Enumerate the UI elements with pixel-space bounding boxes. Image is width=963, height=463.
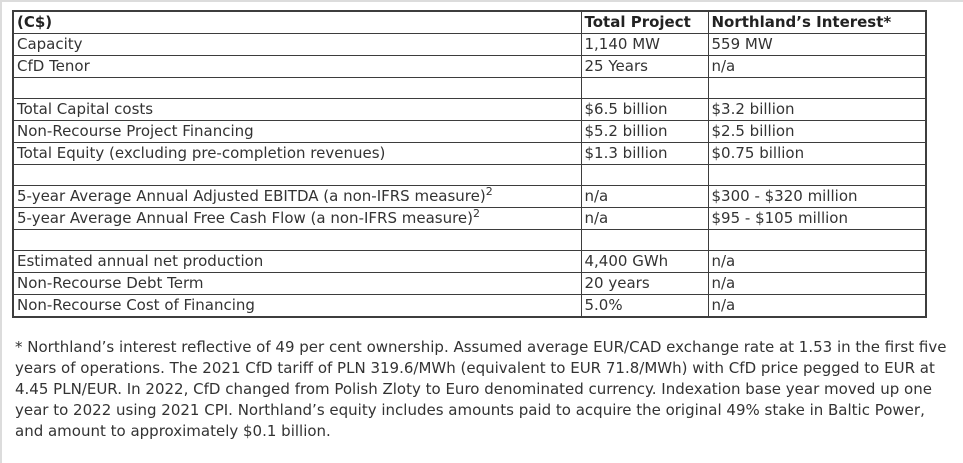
row-label: Non-Recourse Debt Term bbox=[12, 272, 582, 295]
total-project-value: $6.5 billion bbox=[580, 98, 709, 121]
total-project-value bbox=[580, 229, 709, 251]
footnote-ref-superscript: 2 bbox=[473, 207, 481, 220]
total-project-value: 1,140 MW bbox=[580, 33, 709, 56]
northland-interest-value: 559 MW bbox=[707, 33, 927, 56]
total-project-value: $1.3 billion bbox=[580, 142, 709, 165]
header-currency: (C$) bbox=[12, 10, 582, 34]
row-label: Total Equity (excluding pre-completion r… bbox=[12, 142, 582, 165]
row-label bbox=[12, 77, 582, 99]
total-project-value bbox=[580, 77, 709, 99]
row-label: Non-Recourse Cost of Financing bbox=[12, 294, 582, 318]
table-row: Non-Recourse Project Financing $5.2 billi… bbox=[12, 120, 927, 143]
financial-table-header: (C$) Total Project Northland’s Interest* bbox=[12, 10, 927, 34]
table-row: Total Capital costs $6.5 billion $3.2 bill… bbox=[12, 98, 927, 121]
footnote-ref-superscript: 2 bbox=[485, 185, 493, 198]
northland-interest-value bbox=[707, 77, 927, 99]
financial-table-body: Capacity 1,140 MW 559 MW CfD Tenor 25 Years n… bbox=[12, 33, 927, 318]
spacer-row bbox=[12, 229, 927, 251]
spacer-row bbox=[12, 77, 927, 99]
table-row: 5-year Average Annual Adjusted EBITDA (a… bbox=[12, 185, 927, 208]
total-project-value: 5.0% bbox=[580, 294, 709, 318]
header-total-project: Total Project bbox=[580, 10, 709, 34]
table-row: CfD Tenor 25 Years n/a bbox=[12, 55, 927, 78]
northland-interest-value bbox=[707, 229, 927, 251]
total-project-value: $5.2 billion bbox=[580, 120, 709, 143]
table-row: Estimated annual net production 4,400 GWh… bbox=[12, 250, 927, 273]
spacer-row bbox=[12, 164, 927, 186]
table-row: Non-Recourse Cost of Financing 5.0% n/a bbox=[12, 294, 927, 318]
total-project-value: 25 Years bbox=[580, 55, 709, 78]
northland-interest-value: n/a bbox=[707, 272, 927, 295]
row-label: Capacity bbox=[12, 33, 582, 56]
table-row: 5-year Average Annual Free Cash Flow (a … bbox=[12, 207, 927, 230]
northland-interest-value: $95 - $105 million bbox=[707, 207, 927, 230]
row-label: 5-year Average Annual Adjusted EBITDA (a… bbox=[12, 185, 582, 208]
table-row: Total Equity (excluding pre-completion r… bbox=[12, 142, 927, 165]
row-label bbox=[12, 164, 582, 186]
total-project-value: 20 years bbox=[580, 272, 709, 295]
row-label: Total Capital costs bbox=[12, 98, 582, 121]
northland-interest-value: n/a bbox=[707, 250, 927, 273]
row-label: Non-Recourse Project Financing bbox=[12, 120, 582, 143]
northland-interest-value: n/a bbox=[707, 55, 927, 78]
row-label: Estimated annual net production bbox=[12, 250, 582, 273]
total-project-value: 4,400 GWh bbox=[580, 250, 709, 273]
northland-interest-value: $300 - $320 million bbox=[707, 185, 927, 208]
total-project-value: n/a bbox=[580, 185, 709, 208]
footnote-text: * Northland’s interest reflective of 49 … bbox=[15, 338, 947, 440]
northland-interest-value bbox=[707, 164, 927, 186]
northland-interest-value: $0.75 billion bbox=[707, 142, 927, 165]
northland-interest-value: $3.2 billion bbox=[707, 98, 927, 121]
northland-interest-value: n/a bbox=[707, 294, 927, 318]
financial-table: (C$) Total Project Northland’s Interest*… bbox=[12, 10, 927, 318]
row-label: 5-year Average Annual Free Cash Flow (a … bbox=[12, 207, 582, 230]
table-row: Non-Recourse Debt Term 20 years n/a bbox=[12, 272, 927, 295]
row-label: CfD Tenor bbox=[12, 55, 582, 78]
header-row: (C$) Total Project Northland’s Interest* bbox=[12, 10, 927, 34]
header-northland-interest: Northland’s Interest* bbox=[707, 10, 927, 34]
table-row: Capacity 1,140 MW 559 MW bbox=[12, 33, 927, 56]
row-label bbox=[12, 229, 582, 251]
total-project-value: n/a bbox=[580, 207, 709, 230]
total-project-value bbox=[580, 164, 709, 186]
northland-interest-value: $2.5 billion bbox=[707, 120, 927, 143]
